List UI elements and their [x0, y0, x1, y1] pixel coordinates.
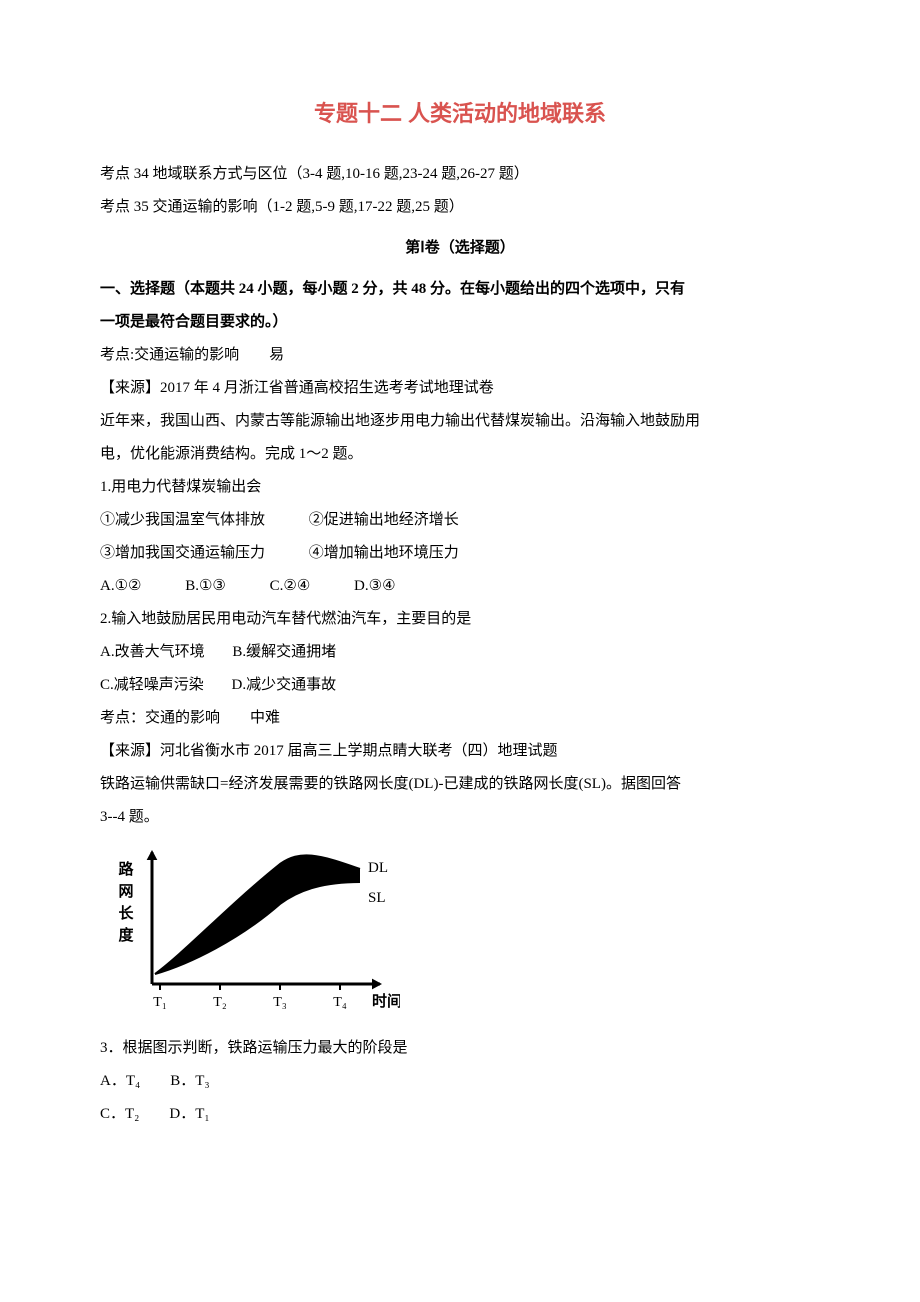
source-1: 【来源】2017 年 4 月浙江省普通高校招生选考考试地理试卷 — [100, 372, 820, 405]
q2-option-c: C.减轻噪声污染 — [100, 669, 204, 702]
svg-text:DL: DL — [368, 860, 388, 876]
context-1-l1: 近年来，我国山西、内蒙古等能源输出地逐步用电力输出代替煤炭输出。沿海输入地鼓励用 — [100, 405, 820, 438]
svg-text:SL: SL — [368, 890, 386, 906]
instruction-line-2: 一项是最符合题目要求的。） — [100, 306, 820, 339]
instruction-line-1: 一、选择题（本题共 24 小题，每小题 2 分，共 48 分。在每小题给出的四个… — [100, 273, 820, 306]
railway-gap-chart: 路网长度 DL SL T₁ T₂ T₃ T₄ 时间 — [100, 844, 820, 1024]
svg-text:时间: 时间 — [372, 992, 400, 1010]
document-title: 专题十二 人类活动的地域联系 — [100, 90, 820, 138]
q2-option-b: B.缓解交通拥堵 — [232, 636, 336, 669]
q2-option-a: A.改善大气环境 — [100, 636, 205, 669]
kaodian-34: 考点 34 地域联系方式与区位（3-4 题,10-16 题,23-24 题,26… — [100, 158, 820, 191]
svg-text:度: 度 — [118, 926, 134, 944]
context-2-l1: 铁路运输供需缺口=经济发展需要的铁路网长度(DL)-已建成的铁路网长度(SL)。… — [100, 768, 820, 801]
section-header: 第Ⅰ卷（选择题） — [100, 232, 820, 265]
q1-stem-row-2: ③增加我国交通运输压力 ④增加输出地环境压力 — [100, 537, 820, 570]
source-2: 【来源】河北省衡水市 2017 届高三上学期点睛大联考（四）地理试题 — [100, 735, 820, 768]
context-2-l2: 3--4 题。 — [100, 801, 820, 834]
q1-stem-2: ②促进输出地经济增长 — [309, 504, 459, 537]
q1-stem-row-1: ①减少我国温室气体排放 ②促进输出地经济增长 — [100, 504, 820, 537]
question-3: 3．根据图示判断，铁路运输压力最大的阶段是 — [100, 1032, 820, 1065]
q2-row-1: A.改善大气环境 B.缓解交通拥堵 — [100, 636, 820, 669]
q1-stem-4: ④增加输出地环境压力 — [309, 537, 459, 570]
topic-2-label: 考点：交通的影响 中难 — [100, 702, 820, 735]
svg-text:T₄: T₄ — [333, 995, 347, 1010]
svg-text:T₃: T₃ — [273, 995, 287, 1010]
q1-choice-d: D.③④ — [354, 570, 395, 603]
q2-row-2: C.减轻噪声污染 D.减少交通事故 — [100, 669, 820, 702]
q1-choice-c: C.②④ — [270, 570, 311, 603]
chart-svg: 路网长度 DL SL T₁ T₂ T₃ T₄ 时间 — [100, 844, 400, 1024]
question-2: 2.输入地鼓励居民用电动汽车替代燃油汽车，主要目的是 — [100, 603, 820, 636]
svg-text:路: 路 — [118, 860, 134, 878]
svg-text:网: 网 — [118, 883, 133, 900]
q3-row-2: C．T₂ D．T₁ — [100, 1098, 820, 1131]
topic-1-label: 考点:交通运输的影响 易 — [100, 339, 820, 372]
context-1-l2: 电，优化能源消费结构。完成 1～2 题。 — [100, 438, 820, 471]
q2-option-d: D.减少交通事故 — [232, 669, 337, 702]
kaodian-35: 考点 35 交通运输的影响（1-2 题,5-9 题,17-22 题,25 题） — [100, 191, 820, 224]
svg-text:T₂: T₂ — [213, 995, 227, 1010]
svg-text:T₁: T₁ — [153, 995, 166, 1010]
q1-stem-1: ①减少我国温室气体排放 — [100, 504, 265, 537]
q1-stem-3: ③增加我国交通运输压力 — [100, 537, 265, 570]
q3-row-1: A．T₄ B．T₃ — [100, 1065, 820, 1098]
q1-choices: A.①② B.①③ C.②④ D.③④ — [100, 570, 820, 603]
svg-text:长: 长 — [118, 904, 134, 922]
question-1: 1.用电力代替煤炭输出会 — [100, 471, 820, 504]
q1-choice-b: B.①③ — [185, 570, 226, 603]
q1-choice-a: A.①② — [100, 570, 141, 603]
